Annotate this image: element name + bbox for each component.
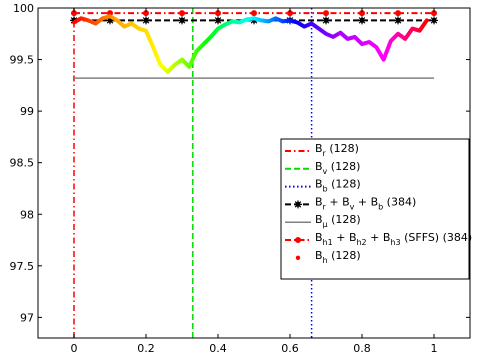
y-tick-label: 98.5 xyxy=(10,157,35,170)
series-sum-point xyxy=(358,16,366,25)
legend-label-sub: h xyxy=(323,256,328,265)
series-sffs-point xyxy=(143,10,149,17)
y-tick-label: 97.5 xyxy=(10,260,35,273)
series-sum-point xyxy=(394,16,402,25)
legend-label-sub: r xyxy=(323,149,327,158)
legend-label-sub: b xyxy=(323,185,328,194)
y-tick-label: 99 xyxy=(20,105,34,118)
x-tick-label: 0.4 xyxy=(209,342,227,355)
legend-label-sub: r xyxy=(323,202,327,211)
star-spoke xyxy=(178,17,186,24)
series-sffs-point xyxy=(323,10,329,17)
series-sffs-point xyxy=(251,10,257,17)
legend-label-rest: (SFFS) (384) xyxy=(401,231,473,244)
legend-label-rest: (128) xyxy=(327,160,360,173)
legend-label-main: B xyxy=(315,178,323,191)
legend-label-rest: + xyxy=(333,231,349,244)
legend-bv-label: Bv (128) xyxy=(315,160,360,176)
star-spoke xyxy=(322,17,330,24)
plot-frame xyxy=(37,7,471,339)
legend-label-main: B xyxy=(315,231,323,244)
legend-label-main: B xyxy=(383,231,391,244)
series-sffs-point xyxy=(395,10,401,17)
star-spoke xyxy=(394,17,402,24)
legend-label-rest: + xyxy=(367,231,383,244)
legend-bmu-label: Bμ (128) xyxy=(315,213,361,229)
legend-bh-label: Bh (128) xyxy=(315,249,361,265)
series-sum-point xyxy=(142,16,150,25)
axes: 0 0.2 0.4 0.6 0.8 1 97 97.5 98 98.5 99 99.5 100 xyxy=(10,2,438,355)
star-spoke xyxy=(142,17,150,24)
legend-label-sub: μ xyxy=(323,220,328,229)
star-spoke xyxy=(214,17,222,24)
x-tick-label: 0 xyxy=(71,342,78,355)
star-spoke xyxy=(358,17,366,24)
y-tick-label: 100 xyxy=(13,2,34,15)
legend-bh-marker xyxy=(295,255,301,260)
legend-label-main: B xyxy=(342,195,350,208)
legend-label-rest: (384) xyxy=(383,195,416,208)
x-tick-label: 0.8 xyxy=(353,342,371,355)
x-tick-label: 0.6 xyxy=(281,342,299,355)
series-sffs-point xyxy=(179,10,185,17)
series-sum-point xyxy=(322,16,330,25)
series-sffs-point xyxy=(431,10,437,17)
series-sffs-point xyxy=(287,10,293,17)
legend-label-main: B xyxy=(349,231,357,244)
legend-label-rest: (128) xyxy=(328,213,361,226)
legend-sffs-marker xyxy=(295,237,301,243)
legend-label-sub: v xyxy=(350,202,355,211)
legend-label-main: B xyxy=(315,213,323,226)
legend-label-main: B xyxy=(315,142,323,155)
series-sffs-point xyxy=(71,10,77,17)
legend-label-main: B xyxy=(315,195,323,208)
series-sffs-point xyxy=(359,10,365,17)
legend-label-rest: (128) xyxy=(328,249,361,262)
legend-label-sub: h3 xyxy=(390,238,400,247)
legend-star-spoke xyxy=(294,201,302,208)
legend-box xyxy=(280,138,470,280)
series-bh-curve xyxy=(72,14,429,74)
legend-label-sub: h2 xyxy=(356,238,366,247)
legend-label-sub: b xyxy=(378,202,383,211)
series-sum-point xyxy=(214,16,222,25)
y-tick-label: 99.5 xyxy=(10,54,35,67)
legend-label-rest: + xyxy=(354,195,370,208)
x-tick-label: 0.2 xyxy=(137,342,155,355)
legend-label-main: B xyxy=(315,160,323,173)
legend: Br (128)Bv (128)Bb (128)Br + Bv + Bb (38… xyxy=(280,138,472,280)
legend-label-sub: v xyxy=(323,167,328,176)
legend-sffs-label: Bh1 + Bh2 + Bh3 (SFFS) (384) xyxy=(315,231,472,247)
legend-label-main: B xyxy=(315,249,323,262)
legend-label-sub: h1 xyxy=(323,238,333,247)
legend-label-rest: (128) xyxy=(326,142,359,155)
series-sffs-point xyxy=(215,10,221,17)
legend-sum-label: Br + Bv + Bb (384) xyxy=(315,195,416,211)
y-tick-label: 98 xyxy=(20,208,34,221)
legend-label-main: B xyxy=(371,195,379,208)
series-sum-point xyxy=(178,16,186,25)
legend-label-rest: (128) xyxy=(328,178,361,191)
series-sum-point xyxy=(430,16,438,25)
legend-label-rest: + xyxy=(326,195,342,208)
legend-br-label: Br (128) xyxy=(315,142,359,158)
x-tick-label: 1 xyxy=(431,342,438,355)
y-tick-label: 97 xyxy=(20,311,34,324)
legend-bb-label: Bb (128) xyxy=(315,178,361,194)
star-spoke xyxy=(430,17,438,24)
